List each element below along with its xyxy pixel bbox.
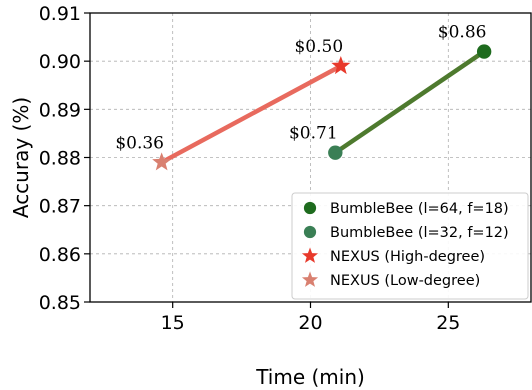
line-layer [159, 49, 487, 165]
data-label: $0.71 [289, 124, 338, 144]
data-point-star [331, 55, 351, 75]
legend-entry: BumbleBee (l=64, f=18) [330, 201, 509, 217]
data-point-circle [328, 145, 343, 160]
connecting-line [333, 49, 487, 155]
data-point-circle [476, 44, 492, 59]
x-tick-label: 20 [298, 312, 322, 334]
x-tick-label: 15 [161, 312, 185, 334]
connecting-line [159, 63, 344, 165]
data-label: $0.36 [115, 133, 164, 153]
y-tick-label: 0.90 [39, 51, 81, 73]
x-tick-label: 25 [436, 312, 460, 334]
legend-marker [303, 201, 317, 215]
y-tick-label: 0.87 [39, 196, 81, 218]
legend: BumbleBee (l=64, f=18) BumbleBee (l=32, f… [291, 192, 529, 300]
legend-entry: NEXUS (Low-degree) [330, 273, 480, 289]
marker-layer [152, 44, 492, 171]
data-label: $0.50 [294, 37, 343, 57]
data-point-star [152, 152, 172, 171]
y-tick-label: 0.89 [39, 99, 81, 121]
legend-marker [301, 247, 319, 263]
y-tick-label: 0.86 [39, 244, 81, 266]
label-layer: $0.86 $0.71 $0.50 $0.36 [115, 23, 486, 154]
data-label: $0.86 [438, 23, 487, 43]
y-axis-label: Accuray (%) [9, 97, 33, 218]
tick-layer: 0.85 0.86 0.87 0.88 0.89 0.90 0.91 15 20 25 [39, 3, 461, 334]
legend-marker [303, 225, 317, 239]
y-tick-label: 0.91 [39, 3, 81, 25]
legend-entry: NEXUS (High-degree) [330, 249, 485, 265]
legend-entry: BumbleBee (l=32, f=12) [330, 225, 509, 241]
legend-box [291, 192, 529, 300]
x-axis-label: Time (min) [255, 365, 365, 389]
y-tick-label: 0.85 [39, 292, 81, 314]
legend-marker [301, 271, 319, 287]
y-tick-label: 0.88 [39, 148, 81, 170]
